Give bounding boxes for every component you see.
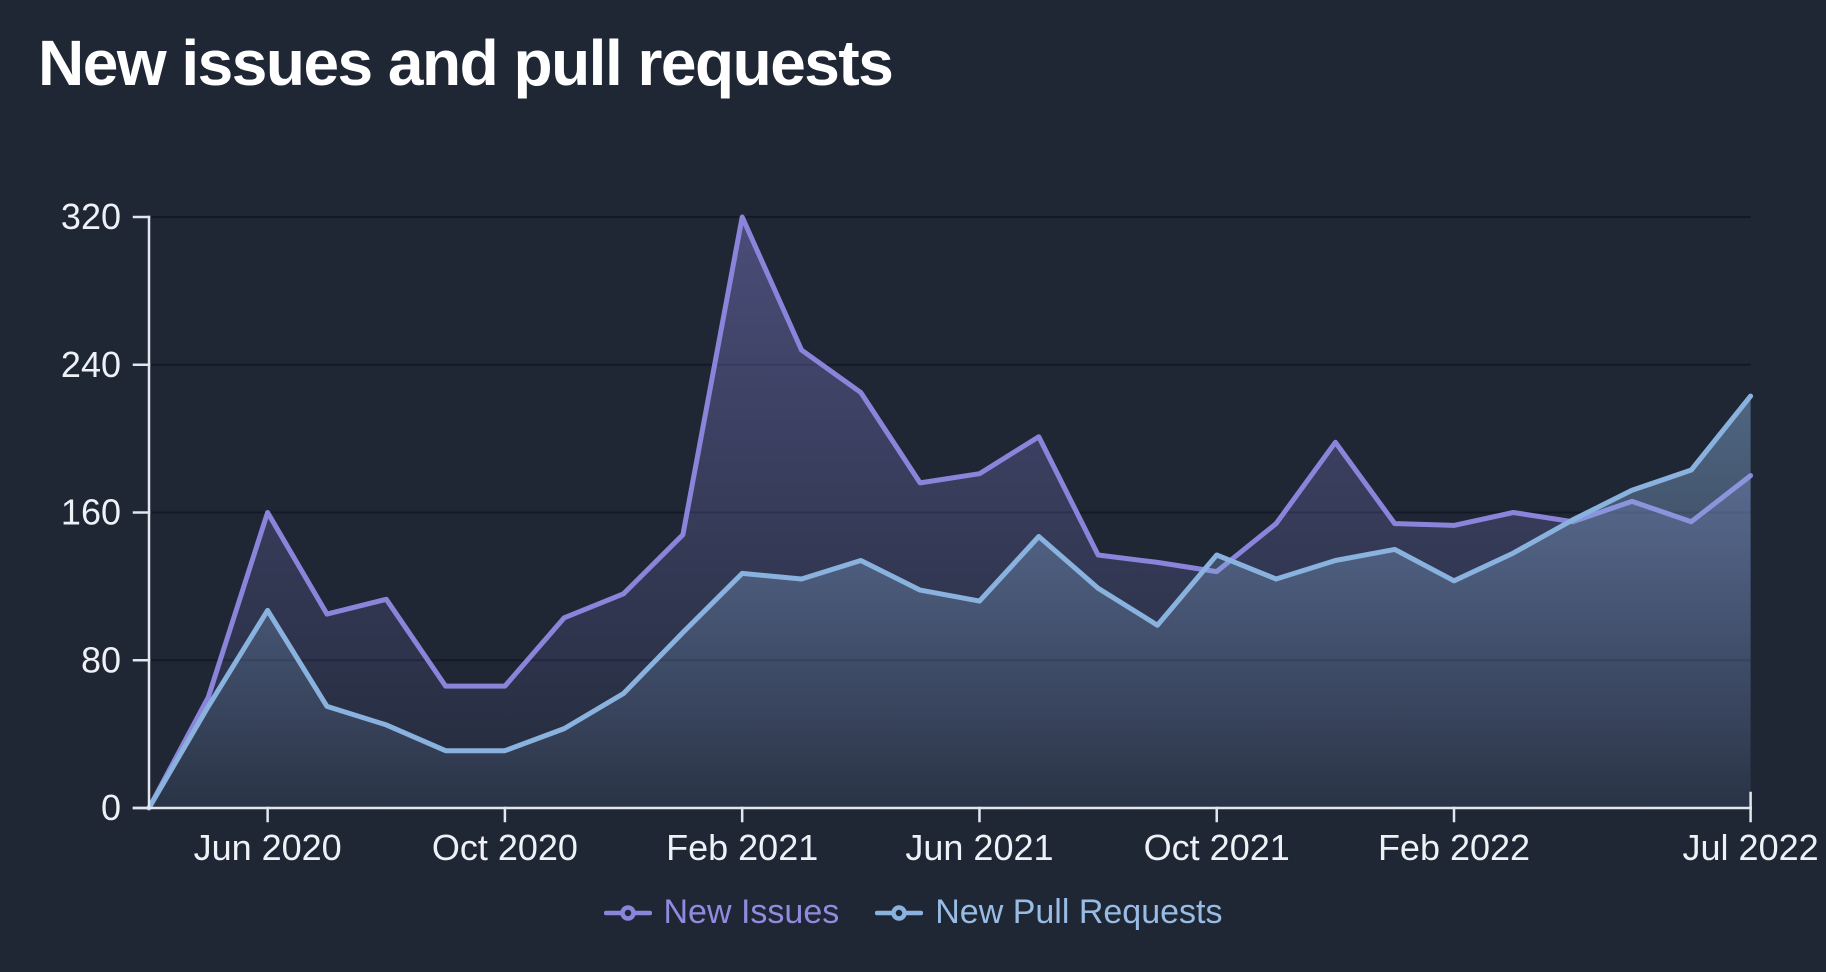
chart-title: New issues and pull requests: [38, 27, 894, 99]
y-axis-tick-label: 160: [61, 492, 121, 533]
legend-label-new-issues: New Issues: [663, 893, 840, 931]
axis-labels: 0 80 160 240 320 Jun 2020 Oct 2020 Feb 2021 Jun …: [61, 196, 1819, 868]
y-axis-tick-label: 0: [101, 787, 121, 828]
line-new-issues: [146, 214, 1754, 811]
x-axis-tick-label: Jun 2021: [905, 827, 1053, 868]
axes: [132, 215, 1752, 823]
y-axis-tick-label: 320: [61, 196, 121, 237]
legend-marker-prs-icon: [875, 904, 924, 921]
y-axis-tick-label: 80: [81, 639, 121, 680]
chart-legend: New Issues New Pull Requests: [0, 893, 1826, 932]
y-axis-tick-label: 240: [61, 344, 121, 385]
area-new-pull-requests: [149, 396, 1751, 808]
series-new-pull-requests: [146, 393, 1754, 811]
legend-item-new-pull-requests[interactable]: New Pull Requests: [875, 893, 1222, 932]
x-axis-tick-label: Feb 2022: [1378, 827, 1530, 868]
legend-label-new-pull-requests: New Pull Requests: [935, 893, 1223, 931]
x-axis-tick-label: Oct 2021: [1144, 827, 1290, 868]
x-axis-tick-label: Jun 2020: [194, 827, 342, 868]
legend-item-new-issues[interactable]: New Issues: [603, 893, 840, 932]
legend-marker-issues-icon: [603, 904, 652, 921]
x-axis-tick-label: Feb 2021: [666, 827, 818, 868]
x-axis-tick-label: Jul 2022: [1683, 827, 1819, 868]
line-new-pull-requests: [146, 393, 1754, 811]
x-axis-tick-label: Oct 2020: [432, 827, 578, 868]
